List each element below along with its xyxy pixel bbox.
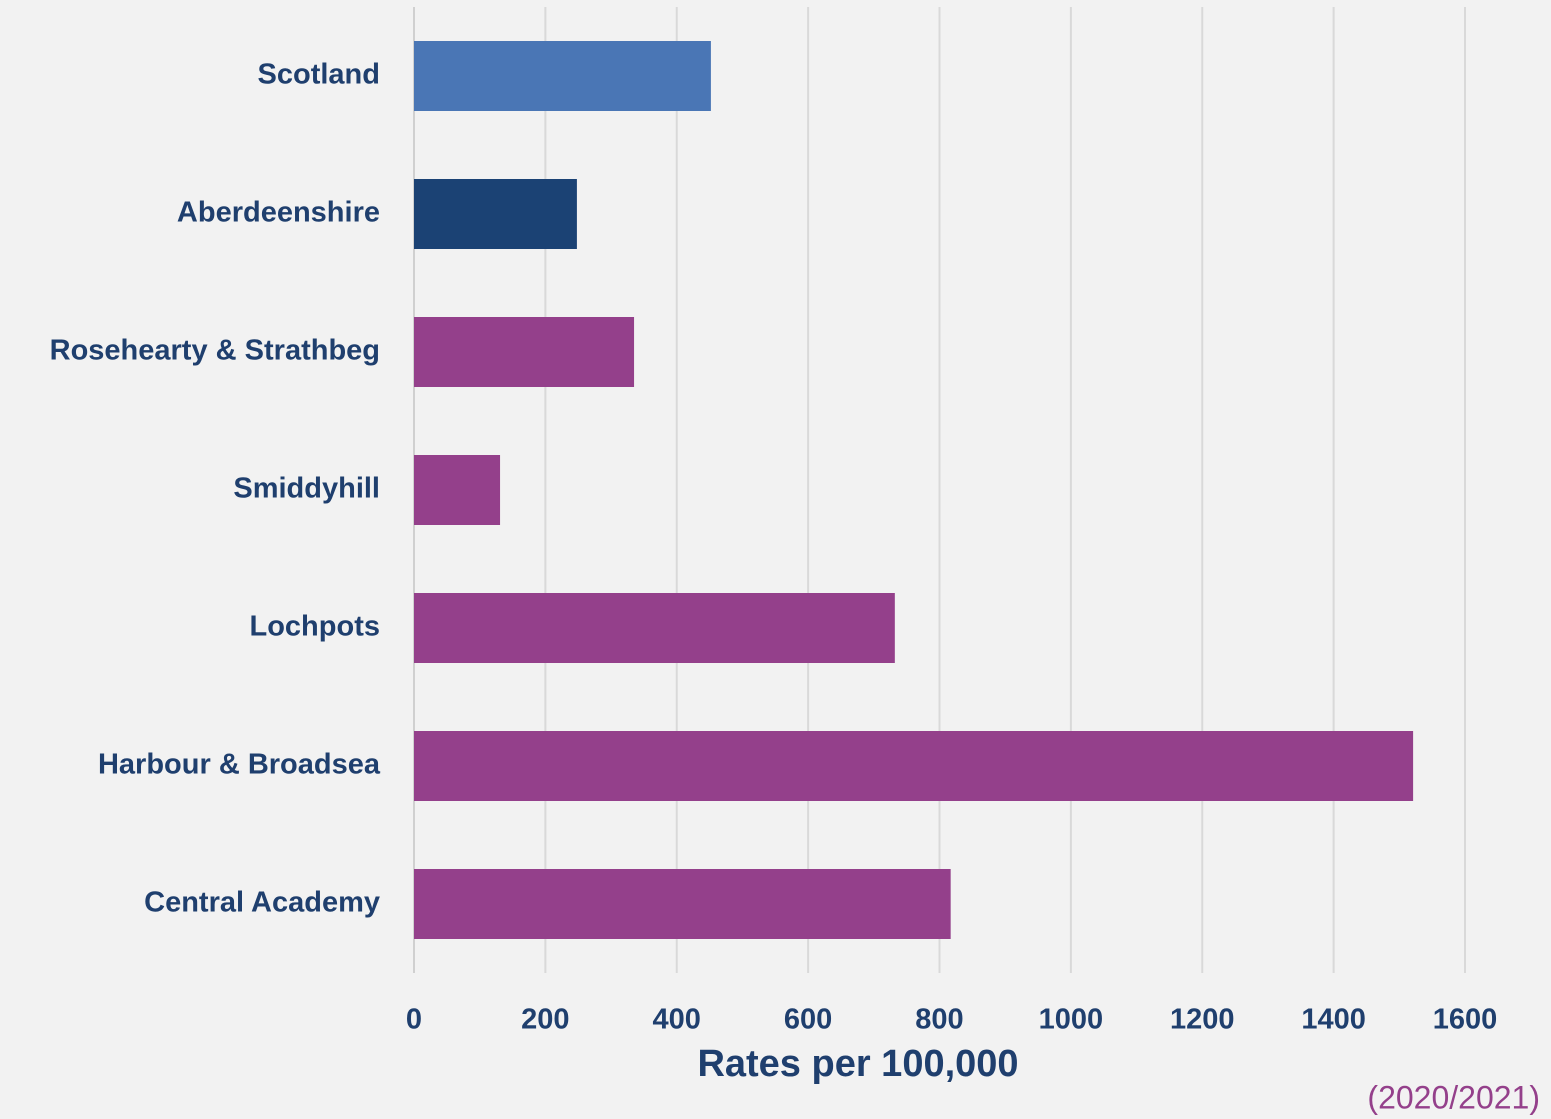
y-tick-label: Harbour & Broadsea <box>98 749 381 781</box>
bar <box>414 731 1414 801</box>
bar <box>414 869 951 939</box>
bar <box>414 593 895 663</box>
x-tick-label: 1000 <box>1039 1004 1104 1036</box>
annotation: (2020/2021) <box>1367 1079 1540 1115</box>
x-tick-label: 0 <box>406 1004 422 1036</box>
x-tick-label: 1400 <box>1301 1004 1366 1036</box>
x-tick-label: 800 <box>915 1004 963 1036</box>
x-tick-label: 1600 <box>1433 1004 1498 1036</box>
x-tick-label: 400 <box>653 1004 701 1036</box>
x-tick-label: 1200 <box>1170 1004 1235 1036</box>
y-tick-label: Central Academy <box>144 887 380 919</box>
bar <box>414 455 501 525</box>
y-tick-label: Smiddyhill <box>233 473 380 505</box>
y-tick-label: Lochpots <box>250 611 381 643</box>
x-tick-label: 600 <box>784 1004 832 1036</box>
x-tick-label: 200 <box>521 1004 569 1036</box>
bar <box>414 317 635 387</box>
x-axis-label: Rates per 100,000 <box>697 1043 1018 1085</box>
y-tick-label: Rosehearty & Strathbeg <box>50 335 380 367</box>
bar <box>414 41 711 111</box>
y-tick-label: Scotland <box>258 59 380 91</box>
y-tick-label: Aberdeenshire <box>177 197 380 229</box>
bar <box>414 179 577 249</box>
